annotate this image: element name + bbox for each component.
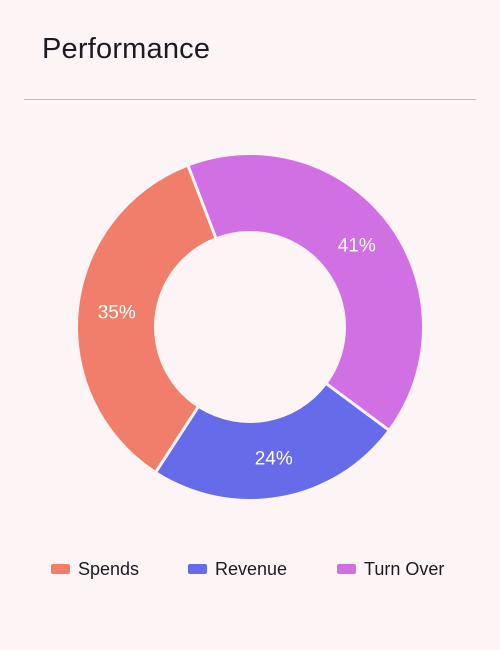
slice-label-revenue: 24% [255,448,293,469]
title-divider [24,99,476,100]
legend-swatch-spends [51,564,70,574]
legend-item-turn-over[interactable]: Turn Over [337,557,444,581]
slice-label-spends: 35% [98,302,136,323]
legend-swatch-revenue [188,564,207,574]
legend-label-spends: Spends [78,558,140,579]
chart-legend: Spends Revenue Turn Over [0,557,500,581]
legend-label-turn-over: Turn Over [364,558,445,579]
slice-label-turn-over: 41% [338,235,376,256]
legend-item-spends[interactable]: Spends [51,557,139,581]
slices-layer [78,155,422,499]
slice-labels-layer: 35% 41% 24% [98,235,376,469]
slice-spends[interactable] [78,166,215,471]
legend-swatch-turn-over [337,564,356,574]
page-title: Performance [42,33,211,65]
donut-chart: 35% 41% 24% [78,155,422,499]
slice-turn-over[interactable] [189,155,422,429]
legend-item-revenue[interactable]: Revenue [188,557,287,581]
legend-label-revenue: Revenue [215,558,288,579]
slice-revenue[interactable] [157,385,388,499]
